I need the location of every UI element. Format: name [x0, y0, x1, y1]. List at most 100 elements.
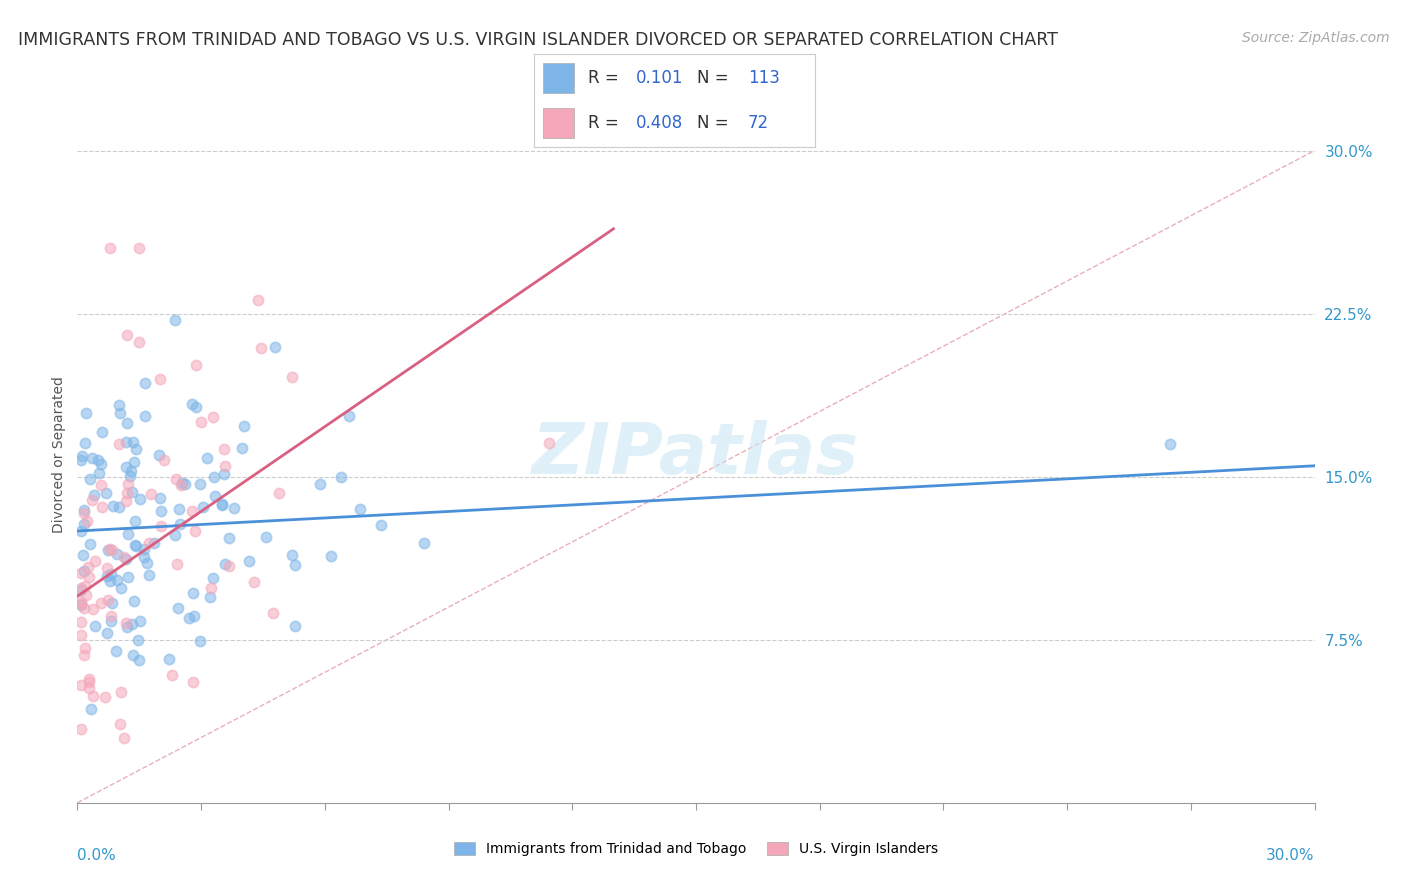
- Point: [98, 574, 121, 588]
- Point: [321, 549, 343, 563]
- Point: [163, 313, 186, 327]
- Point: [72, 601, 94, 615]
- Point: [184, 358, 207, 372]
- Point: [79, 537, 101, 551]
- Point: [134, 542, 156, 557]
- Point: [70, 599, 93, 613]
- Point: [72, 549, 94, 563]
- Point: [115, 328, 138, 343]
- Point: [72, 564, 94, 578]
- Point: [110, 685, 132, 699]
- Point: [181, 674, 204, 689]
- Point: [184, 524, 207, 538]
- Point: [134, 409, 156, 424]
- Point: [79, 681, 101, 695]
- Text: 30.0%: 30.0%: [1267, 848, 1315, 863]
- Point: [105, 547, 128, 561]
- Point: [169, 516, 191, 531]
- Point: [264, 340, 287, 354]
- Point: [117, 476, 139, 491]
- FancyBboxPatch shape: [543, 63, 574, 93]
- Point: [170, 478, 193, 492]
- Point: [80, 492, 103, 507]
- Point: [149, 504, 172, 518]
- Point: [141, 487, 163, 501]
- Point: [100, 542, 122, 557]
- Point: [143, 536, 166, 550]
- Point: [238, 554, 260, 568]
- Point: [115, 494, 138, 508]
- Text: 72: 72: [748, 114, 769, 132]
- Point: [218, 559, 240, 574]
- Point: [77, 570, 100, 584]
- Point: [121, 485, 143, 500]
- Point: [138, 567, 160, 582]
- Point: [94, 690, 117, 704]
- Point: [115, 615, 138, 630]
- Point: [70, 678, 93, 692]
- Point: [149, 519, 172, 533]
- Point: [118, 468, 141, 483]
- Text: Source: ZipAtlas.com: Source: ZipAtlas.com: [1241, 31, 1389, 45]
- Point: [73, 435, 96, 450]
- Point: [90, 425, 112, 439]
- Point: [122, 435, 145, 450]
- Point: [87, 452, 110, 467]
- Point: [148, 448, 170, 462]
- Point: [122, 648, 145, 663]
- Point: [100, 615, 122, 629]
- Point: [77, 672, 100, 686]
- Point: [73, 507, 96, 521]
- Point: [134, 376, 156, 390]
- Point: [115, 416, 138, 430]
- Point: [134, 549, 156, 564]
- Point: [70, 597, 93, 611]
- Point: [179, 611, 201, 625]
- Point: [96, 626, 118, 640]
- Text: 0.0%: 0.0%: [77, 848, 117, 863]
- Point: [537, 436, 560, 450]
- Point: [165, 472, 187, 486]
- Point: [115, 435, 138, 450]
- Point: [115, 485, 138, 500]
- Point: [77, 675, 100, 690]
- Point: [149, 372, 172, 386]
- Point: [201, 570, 224, 584]
- Point: [76, 514, 98, 528]
- Point: [129, 492, 152, 507]
- Point: [70, 628, 93, 642]
- Point: [79, 472, 101, 486]
- Point: [181, 585, 204, 599]
- Point: [195, 451, 218, 466]
- Point: [284, 619, 307, 633]
- Point: [94, 486, 117, 500]
- Point: [218, 531, 240, 545]
- Point: [70, 582, 93, 597]
- Point: [84, 619, 107, 633]
- Point: [166, 600, 188, 615]
- Point: [157, 651, 180, 665]
- Point: [80, 450, 103, 465]
- Point: [104, 644, 127, 658]
- Point: [112, 731, 135, 745]
- Point: [98, 241, 121, 255]
- Point: [281, 548, 304, 562]
- Point: [100, 596, 122, 610]
- Point: [329, 470, 352, 484]
- Point: [124, 514, 146, 528]
- Point: [70, 722, 93, 736]
- Point: [70, 524, 93, 538]
- Point: [211, 497, 233, 511]
- Point: [1159, 437, 1181, 451]
- Point: [97, 542, 120, 557]
- Point: [124, 538, 146, 552]
- Point: [256, 530, 278, 544]
- Point: [262, 606, 284, 620]
- Point: [138, 536, 160, 550]
- Point: [250, 342, 273, 356]
- Point: [110, 582, 132, 596]
- Point: [101, 499, 124, 513]
- Point: [108, 717, 131, 731]
- Point: [100, 567, 122, 582]
- Point: [87, 466, 110, 480]
